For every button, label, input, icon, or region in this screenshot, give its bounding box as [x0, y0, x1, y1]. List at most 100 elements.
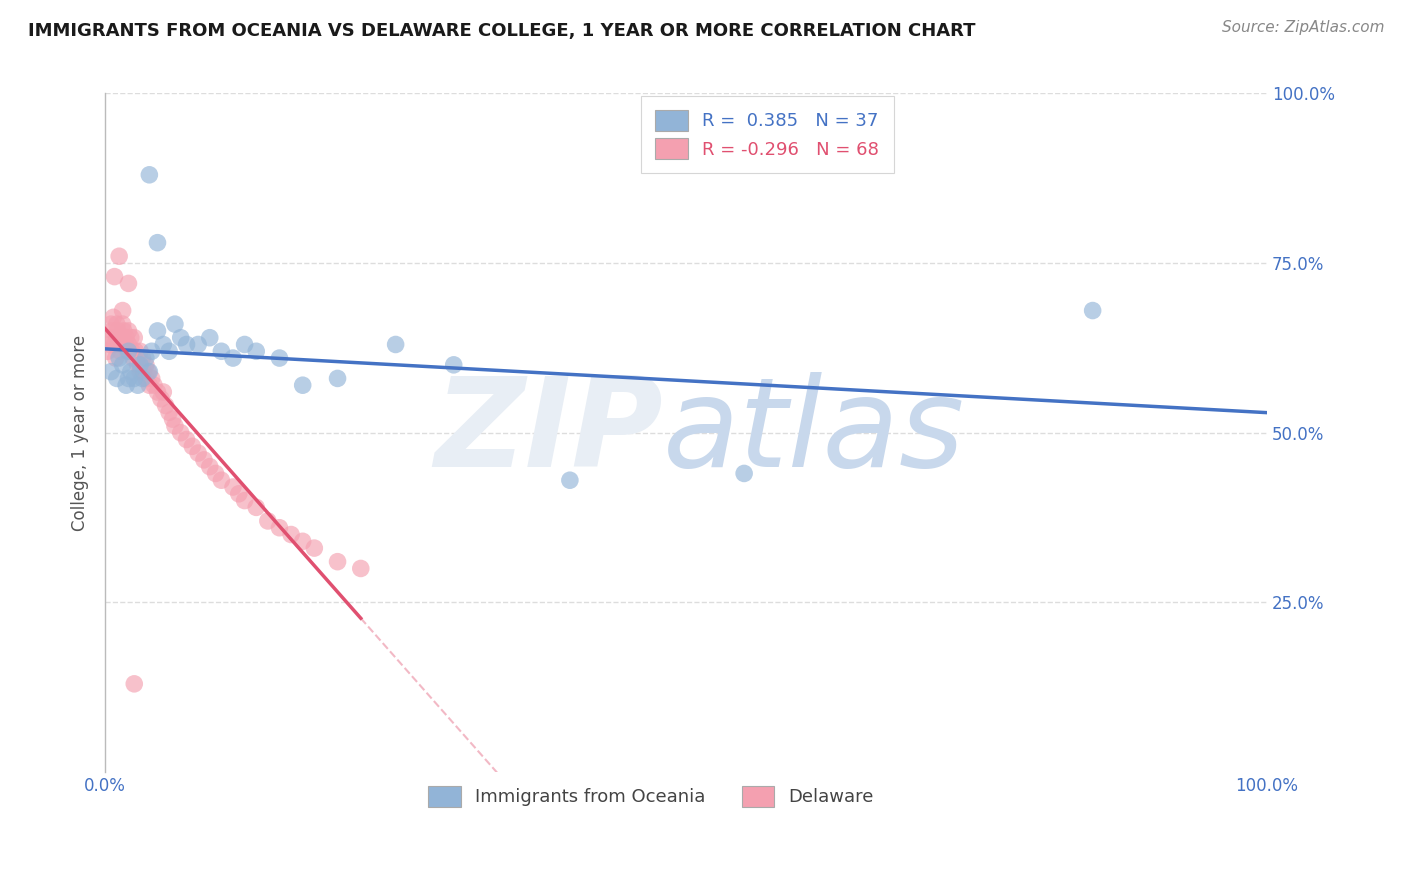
Point: [122, 331, 145, 345]
Point: [122, 371, 145, 385]
Point: [187, 337, 209, 351]
Point: [181, 439, 204, 453]
Point: [129, 358, 152, 372]
Point: [176, 337, 198, 351]
Point: [222, 351, 245, 365]
Legend: Immigrants from Oceania, Delaware: Immigrants from Oceania, Delaware: [422, 779, 882, 814]
Point: [233, 493, 256, 508]
Point: [117, 344, 139, 359]
Point: [193, 453, 215, 467]
Point: [103, 310, 125, 325]
Point: [131, 351, 153, 365]
Point: [157, 405, 180, 419]
Point: [97, 331, 120, 345]
Point: [146, 384, 169, 399]
Point: [136, 365, 159, 379]
Point: [304, 541, 326, 555]
Point: [120, 365, 142, 379]
Point: [124, 344, 146, 359]
Point: [131, 371, 153, 385]
Point: [155, 399, 177, 413]
Point: [146, 235, 169, 250]
Point: [245, 500, 267, 515]
Point: [135, 371, 157, 385]
Point: [129, 365, 152, 379]
Point: [120, 331, 142, 345]
Point: [138, 378, 160, 392]
Point: [1081, 303, 1104, 318]
Point: [115, 331, 138, 345]
Text: ZIP: ZIP: [434, 372, 662, 493]
Point: [138, 365, 160, 379]
Point: [100, 365, 122, 379]
Point: [115, 378, 138, 392]
Point: [101, 324, 124, 338]
Point: [176, 433, 198, 447]
Point: [291, 378, 314, 392]
Point: [170, 331, 193, 345]
Point: [110, 344, 132, 359]
Point: [122, 351, 145, 365]
Point: [269, 521, 291, 535]
Point: [245, 344, 267, 359]
Point: [108, 351, 131, 365]
Point: [146, 324, 169, 338]
Point: [108, 337, 131, 351]
Text: IMMIGRANTS FROM OCEANIA VS DELAWARE COLLEGE, 1 YEAR OR MORE CORRELATION CHART: IMMIGRANTS FROM OCEANIA VS DELAWARE COLL…: [28, 22, 976, 40]
Point: [143, 378, 166, 392]
Point: [117, 344, 139, 359]
Point: [209, 344, 232, 359]
Point: [152, 384, 174, 399]
Point: [384, 337, 406, 351]
Point: [443, 358, 465, 372]
Point: [350, 561, 373, 575]
Point: [107, 324, 129, 338]
Point: [157, 344, 180, 359]
Text: atlas: atlas: [662, 372, 965, 493]
Point: [204, 467, 226, 481]
Point: [291, 534, 314, 549]
Point: [110, 331, 132, 345]
Point: [198, 331, 221, 345]
Point: [103, 337, 125, 351]
Point: [122, 677, 145, 691]
Point: [98, 337, 121, 351]
Point: [96, 344, 118, 359]
Point: [162, 412, 184, 426]
Point: [127, 378, 149, 392]
Point: [111, 303, 134, 318]
Point: [163, 419, 186, 434]
Point: [152, 337, 174, 351]
Point: [121, 344, 143, 359]
Point: [117, 337, 139, 351]
Point: [112, 324, 135, 338]
Point: [141, 371, 163, 385]
Point: [187, 446, 209, 460]
Point: [111, 358, 134, 372]
Point: [117, 371, 139, 385]
Point: [135, 351, 157, 365]
Point: [127, 358, 149, 372]
Point: [117, 324, 139, 338]
Text: Source: ZipAtlas.com: Source: ZipAtlas.com: [1222, 20, 1385, 35]
Point: [326, 371, 349, 385]
Point: [170, 425, 193, 440]
Point: [132, 365, 155, 379]
Point: [149, 392, 172, 406]
Point: [233, 337, 256, 351]
Point: [198, 459, 221, 474]
Point: [558, 473, 581, 487]
Point: [135, 358, 157, 372]
Point: [269, 351, 291, 365]
Point: [280, 527, 302, 541]
Point: [104, 351, 127, 365]
Y-axis label: College, 1 year or more: College, 1 year or more: [72, 334, 89, 531]
Point: [257, 514, 280, 528]
Point: [163, 317, 186, 331]
Point: [326, 555, 349, 569]
Point: [117, 277, 139, 291]
Point: [103, 269, 125, 284]
Point: [105, 317, 128, 331]
Point: [111, 317, 134, 331]
Point: [209, 473, 232, 487]
